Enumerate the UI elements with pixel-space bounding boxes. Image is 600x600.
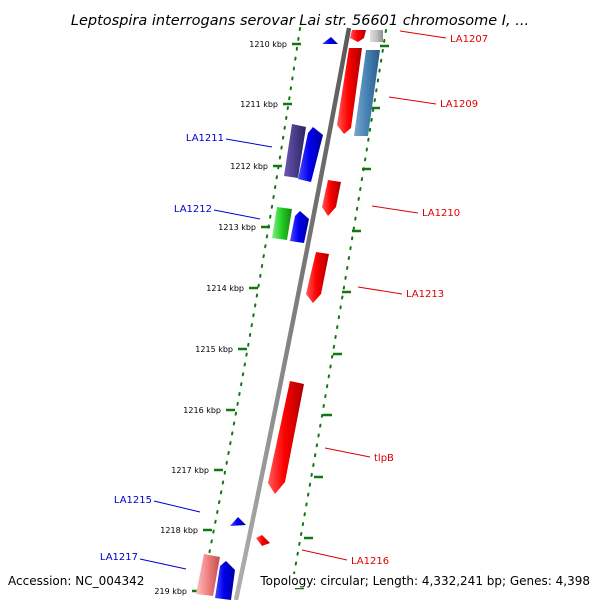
connector-LA1209 [388,96,437,105]
outer-scale-ticks [295,44,389,590]
gene-label-LA1212: LA1212 [174,204,212,215]
gene-LA1209a [337,48,362,134]
connector-LA1216 [301,549,348,561]
map-title: Leptospira interrogans serovar Lai str. … [71,13,529,29]
connector-LA1207 [399,30,447,39]
gene-label-LA1215: LA1215 [114,495,152,506]
label-connectors [139,30,447,570]
gene-label-LA1217: LA1217 [100,552,138,563]
gene-LA1209 [354,50,380,136]
tick-label: 1210 kbp [249,40,287,49]
gene-LA1212 [272,207,292,240]
tick-label: 219 kbp [154,587,187,596]
scale-ticks: 1210 kbp 1211 kbp 1212 kbp 1213 kbp 1214 kbp… [154,40,301,596]
gene-LA1217 [196,554,220,596]
connector-LA1210 [371,205,419,214]
gene-LA1217b [215,561,235,600]
tick-label: 1213 kbp [218,223,256,232]
gene-LA1207 [350,30,366,42]
gene-LA1211 [284,124,306,178]
connector-LA1213 [357,286,403,295]
reverse-genes [196,37,338,600]
tick-label: 1212 kbp [230,162,268,171]
connector-LA1212 [213,209,261,220]
gene-LA1206 [322,37,338,44]
gene-LA1215 [230,517,246,526]
gene-label-LA1213: LA1213 [406,289,444,300]
tick-label: 1211 kbp [240,100,278,109]
gene-LA1210 [322,180,341,216]
gene-LA1208 [370,30,383,42]
connector-LA1215 [153,500,201,513]
gene-LA1213 [306,252,329,303]
gene-LA1211b [298,127,323,182]
tick-label: 1215 kbp [195,345,233,354]
gene-labels: LA1207 LA1209 LA1210 LA1213 tlpB LA1216 LA1211… [100,34,488,567]
gene-label-LA1209: LA1209 [440,99,478,110]
connector-LA1217 [139,558,187,570]
gene-label-tlpB: tlpB [374,453,394,464]
gene-label-LA1216: LA1216 [351,556,389,567]
gene-LA1212b [290,211,309,243]
connector-tlpB [324,447,371,458]
outer-guide-arc [291,29,387,586]
tick-label: 1217 kbp [171,466,209,475]
tick-label: 1214 kbp [206,284,244,293]
connector-LA1211 [225,138,273,148]
gene-tlpB [268,381,304,494]
tick-label: 1216 kbp [183,406,221,415]
tick-label: 1218 kbp [160,526,198,535]
accession-text: Accession: NC_004342 [8,574,145,588]
topology-text: Topology: circular; Length: 4,332,241 bp… [260,574,590,588]
gene-label-LA1210: LA1210 [422,208,460,219]
gene-label-LA1207: LA1207 [450,34,488,45]
chromosome-backbone [233,27,352,600]
forward-genes [256,30,383,546]
gene-LA1216 [256,535,270,546]
inner-guide-arc [201,27,301,591]
gene-label-LA1211: LA1211 [186,133,224,144]
